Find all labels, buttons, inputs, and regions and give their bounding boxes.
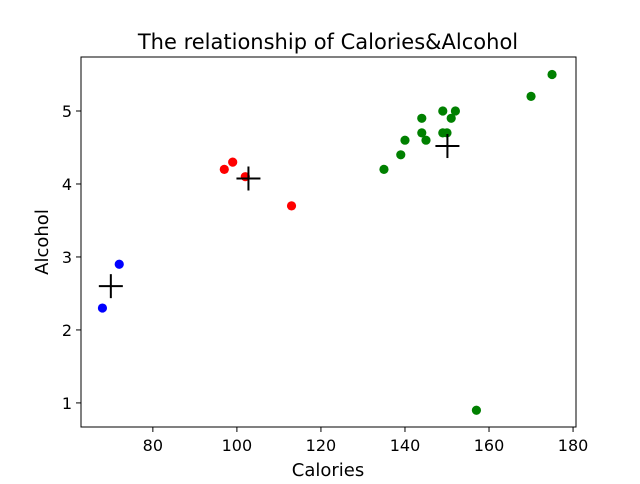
y-tick-label: 4 [62,175,72,194]
series-cluster-green [379,69,557,415]
y-tick-label: 2 [62,321,72,340]
x-tick-label: 180 [558,436,589,455]
data-point [97,303,108,313]
centroid-marker [236,166,261,191]
x-tick-label: 160 [474,436,505,455]
data-point [547,69,557,80]
x-axis-label: Calories [292,460,364,480]
data-point [286,201,297,211]
y-tick-label: 1 [62,394,72,413]
data-point [417,113,427,123]
centroid-marker [98,274,123,299]
data-point [219,164,229,174]
y-axis-label: Alcohol [32,209,53,275]
data-point [400,135,410,145]
x-axis: 80 100 120 140 160 180 [143,427,589,455]
data-point [396,150,406,160]
chart-title: The relationship of Calories&Alcohol [137,30,518,54]
y-tick-label: 5 [62,102,72,121]
data-point [526,91,536,102]
axes-frame [80,56,577,428]
x-tick-label: 80 [143,436,163,455]
cluster-centers [98,134,460,299]
y-axis: 1 2 3 4 5 [62,102,81,413]
series-cluster-blue [97,259,124,313]
data-point [114,259,124,269]
data-point [417,128,427,138]
x-tick-label: 140 [390,436,421,455]
plot-area [97,69,557,415]
data-point [379,164,389,174]
x-tick-label: 120 [306,436,337,455]
data-point [421,135,431,145]
y-tick-label: 3 [62,248,72,267]
series-cluster-red [219,157,297,211]
data-point [471,405,482,415]
data-point [228,157,238,167]
centroid-marker [435,134,460,159]
x-tick-label: 100 [222,436,253,455]
data-point [446,113,456,123]
data-point [438,106,448,116]
data-point [442,128,452,138]
data-point [450,106,461,116]
